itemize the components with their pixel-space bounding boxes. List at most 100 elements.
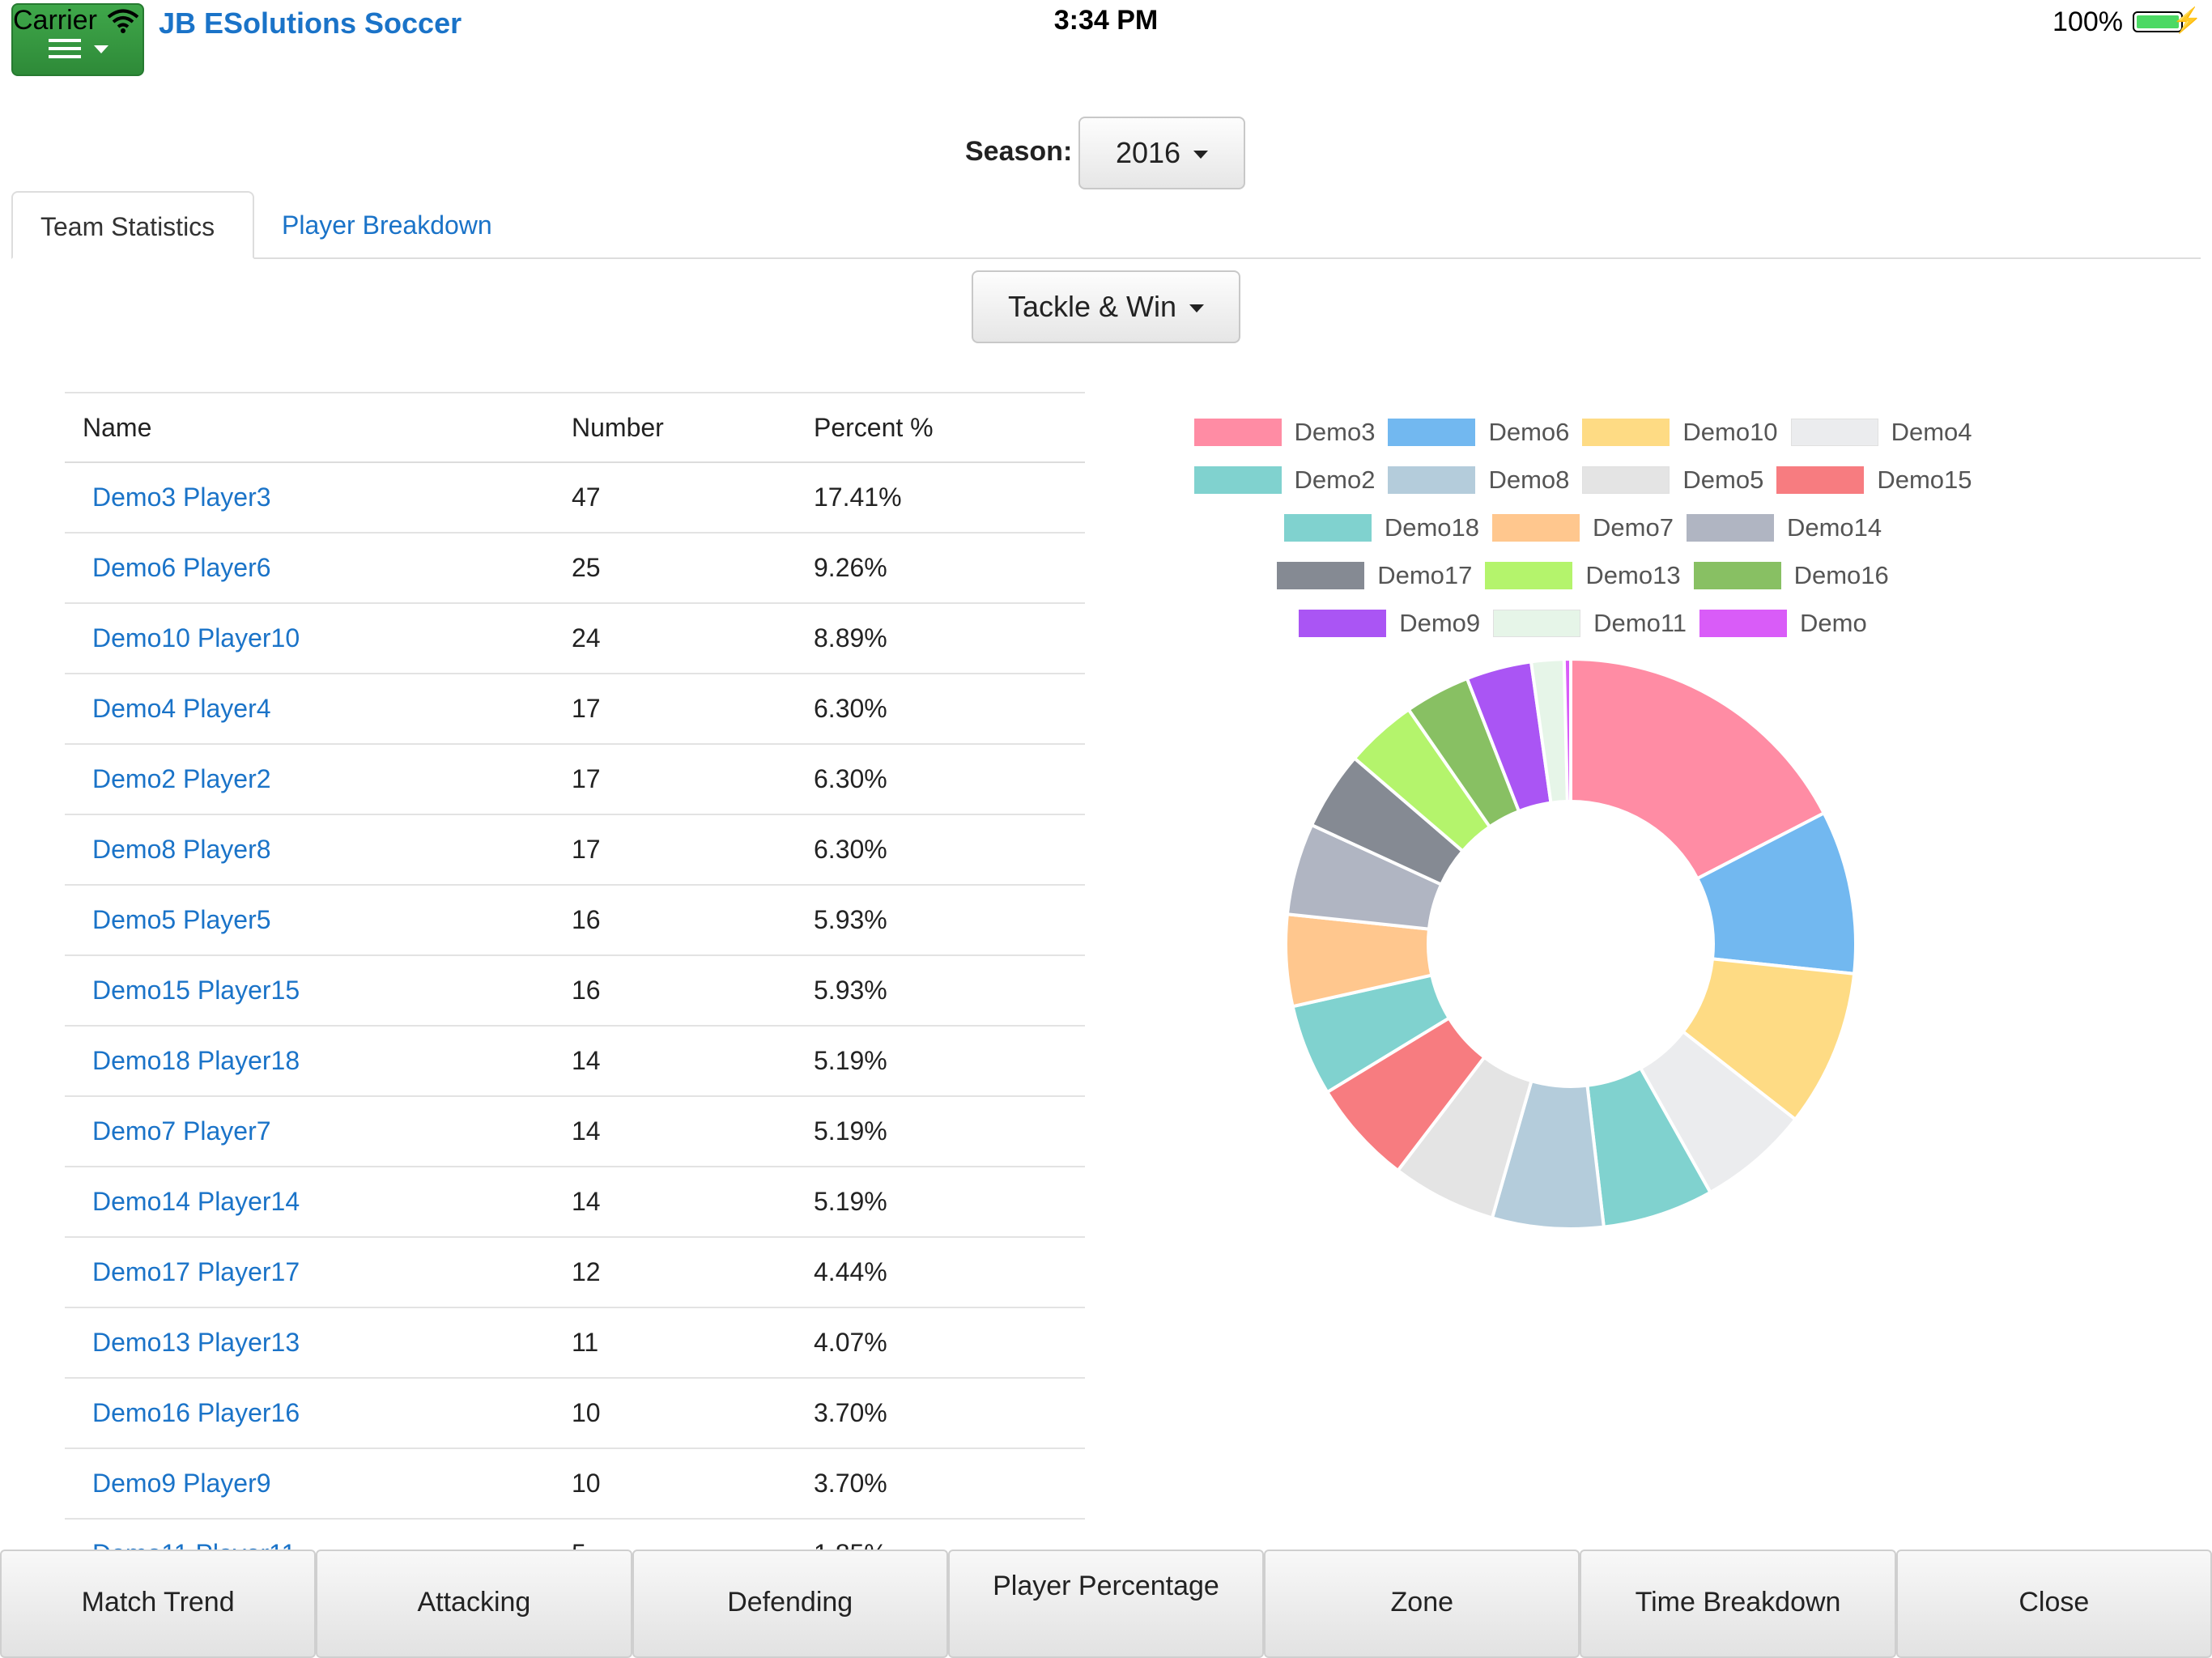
table-row: Demo13 Player13 11 4.07% — [65, 1308, 1085, 1379]
legend-label: Demo18 — [1384, 512, 1480, 542]
number-cell: 10 — [572, 1398, 601, 1427]
legend-item[interactable]: Demo11 — [1493, 599, 1687, 647]
player-link[interactable]: Demo18 Player18 — [92, 1046, 300, 1075]
player-link[interactable]: Demo15 Player15 — [92, 976, 300, 1005]
legend-item[interactable]: Demo10 — [1582, 408, 1778, 456]
player-link[interactable]: Demo2 Player2 — [92, 764, 271, 793]
legend-swatch — [1388, 466, 1476, 494]
legend-item[interactable]: Demo7 — [1492, 504, 1674, 551]
percent-cell: 4.44% — [814, 1257, 887, 1286]
season-value: 2016 — [1115, 136, 1181, 169]
chevron-down-icon — [1193, 151, 1209, 159]
legend-label: Demo6 — [1488, 417, 1570, 446]
number-cell: 17 — [572, 694, 601, 723]
tab-player-breakdown[interactable]: Player Breakdown — [282, 210, 492, 240]
legend-item[interactable]: Demo2 — [1193, 456, 1376, 504]
time-breakdown-button[interactable]: Time Breakdown — [1580, 1550, 1896, 1658]
table-row: Demo2 Player2 17 6.30% — [65, 745, 1085, 815]
legend-swatch — [1582, 466, 1670, 494]
legend-item[interactable]: Demo — [1699, 599, 1867, 647]
donut-chart — [1284, 657, 1857, 1231]
legend-label: Demo3 — [1294, 417, 1376, 446]
legend-swatch — [1693, 561, 1781, 589]
legend-label: Demo2 — [1294, 465, 1376, 494]
percent-cell: 5.93% — [814, 905, 887, 934]
player-link[interactable]: Demo9 Player9 — [92, 1469, 271, 1498]
legend-label: Demo15 — [1877, 465, 1972, 494]
legend-item[interactable]: Demo6 — [1388, 408, 1569, 456]
player-link[interactable]: Demo16 Player16 — [92, 1398, 300, 1427]
legend-item[interactable]: Demo8 — [1388, 456, 1569, 504]
defending-button[interactable]: Defending — [632, 1550, 948, 1658]
percent-cell: 8.89% — [814, 623, 887, 653]
zone-button[interactable]: Zone — [1264, 1550, 1580, 1658]
legend-item[interactable]: Demo4 — [1790, 408, 1972, 456]
tab-team-statistics[interactable]: Team Statistics — [11, 191, 254, 259]
player-link[interactable]: Demo10 Player10 — [92, 623, 300, 653]
wifi-icon — [107, 9, 139, 33]
number-cell: 14 — [572, 1116, 601, 1146]
legend-label: Demo17 — [1377, 560, 1473, 589]
app-title: JB ESolutions Soccer — [159, 6, 462, 40]
table-row: Demo15 Player15 16 5.93% — [65, 956, 1085, 1027]
season-select[interactable]: 2016 — [1078, 117, 1245, 189]
legend-swatch — [1283, 513, 1372, 542]
player-link[interactable]: Demo8 Player8 — [92, 835, 271, 864]
table-row: Demo5 Player5 16 5.93% — [65, 886, 1085, 956]
number-cell: 16 — [572, 976, 601, 1005]
close-button[interactable]: Close — [1895, 1550, 2212, 1658]
number-cell: 17 — [572, 764, 601, 793]
chevron-down-icon — [1189, 304, 1205, 313]
percent-cell: 6.30% — [814, 764, 887, 793]
legend-item[interactable]: Demo13 — [1485, 551, 1681, 599]
battery-icon — [2133, 11, 2183, 32]
legend-item[interactable]: Demo9 — [1299, 599, 1480, 647]
attacking-button[interactable]: Attacking — [316, 1550, 632, 1658]
player-link[interactable]: Demo4 Player4 — [92, 694, 271, 723]
chevron-down-icon — [94, 45, 108, 53]
percent-cell: 3.70% — [814, 1469, 887, 1498]
percent-cell: 5.19% — [814, 1046, 887, 1075]
legend-item[interactable]: Demo18 — [1283, 504, 1480, 551]
table-row: Demo17 Player17 12 4.44% — [65, 1238, 1085, 1308]
player-link[interactable]: Demo17 Player17 — [92, 1257, 300, 1286]
percent-cell: 9.26% — [814, 553, 887, 582]
legend-swatch — [1388, 418, 1476, 446]
legend-item[interactable]: Demo15 — [1776, 456, 1972, 504]
legend-item[interactable]: Demo14 — [1686, 504, 1882, 551]
table-row: Demo7 Player7 14 5.19% — [65, 1097, 1085, 1167]
battery-percent: 100% — [2052, 6, 2123, 37]
player-link[interactable]: Demo3 Player3 — [92, 483, 271, 512]
percent-cell: 4.07% — [814, 1328, 887, 1357]
donut-slice-demo3[interactable] — [1569, 657, 1827, 881]
player-link[interactable]: Demo14 Player14 — [92, 1187, 300, 1216]
legend-swatch — [1582, 418, 1670, 446]
player-link[interactable]: Demo6 Player6 — [92, 553, 271, 582]
number-cell: 14 — [572, 1187, 601, 1216]
stat-type-select[interactable]: Tackle & Win — [972, 270, 1240, 343]
legend-label: Demo4 — [1891, 417, 1972, 446]
donut-slice-demo[interactable] — [1562, 657, 1572, 804]
number-cell: 25 — [572, 553, 601, 582]
player-link[interactable]: Demo5 Player5 — [92, 905, 271, 934]
match-trend-button[interactable]: Match Trend — [0, 1550, 317, 1658]
hamburger-icon — [49, 39, 81, 63]
menu-button[interactable] — [11, 3, 144, 76]
legend-swatch — [1790, 418, 1878, 446]
legend-item[interactable]: Demo5 — [1582, 456, 1763, 504]
legend-label: Demo11 — [1593, 608, 1687, 637]
header-percent: Percent % — [814, 413, 934, 442]
table-row: Demo4 Player4 17 6.30% — [65, 674, 1085, 745]
player-percentage-button[interactable]: Player Percentage — [947, 1550, 1265, 1658]
legend-item[interactable]: Demo3 — [1193, 408, 1376, 456]
status-bar: Carrier 3:34 PM 100% ⚡ — [0, 0, 2212, 45]
player-link[interactable]: Demo7 Player7 — [92, 1116, 271, 1146]
legend-label: Demo5 — [1682, 465, 1764, 494]
legend-item[interactable]: Demo17 — [1277, 551, 1472, 599]
legend-item[interactable]: Demo16 — [1693, 551, 1889, 599]
legend-label: Demo7 — [1593, 512, 1674, 542]
percent-cell: 5.93% — [814, 976, 887, 1005]
legend-swatch — [1699, 609, 1788, 637]
player-link[interactable]: Demo13 Player13 — [92, 1328, 300, 1357]
number-cell: 47 — [572, 483, 601, 512]
